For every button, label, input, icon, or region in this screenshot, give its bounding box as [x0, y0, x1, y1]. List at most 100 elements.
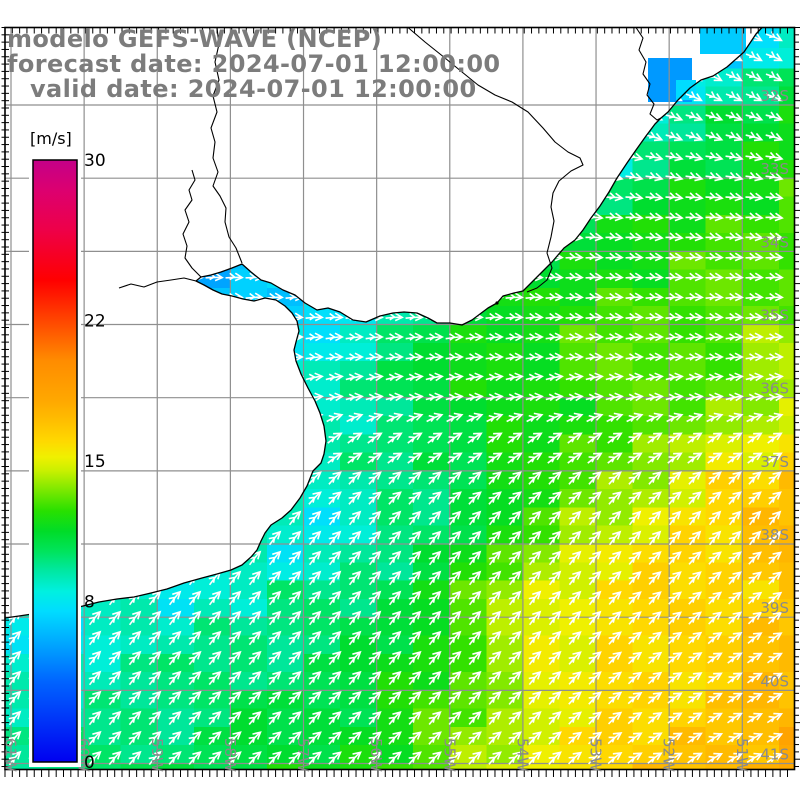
arrow-icon	[687, 631, 703, 645]
arrow-icon	[687, 752, 703, 764]
arrow-icon	[605, 31, 623, 42]
arrow-icon	[245, 352, 264, 362]
arrow-icon	[588, 590, 602, 606]
arrow-icon	[606, 412, 624, 423]
arrow-icon	[388, 510, 402, 526]
arrow-icon	[627, 671, 643, 685]
arrow-icon	[747, 632, 763, 644]
arrow-icon	[428, 471, 442, 485]
arrow-icon	[408, 491, 422, 505]
arrow-icon	[448, 670, 462, 686]
arrow-icon	[8, 550, 22, 566]
arrow-icon	[405, 312, 424, 322]
arrow-icon	[667, 672, 683, 685]
arrow-icon	[588, 610, 602, 626]
arrow-icon	[185, 392, 204, 402]
arrow-icon	[205, 332, 224, 342]
arrow-icon	[746, 712, 764, 724]
arrow-icon	[665, 332, 684, 342]
arrow-icon	[647, 691, 663, 705]
arrow-icon	[565, 212, 584, 222]
arrow-icon	[246, 412, 264, 423]
arrow-icon	[505, 332, 524, 342]
arrow-icon	[508, 711, 522, 726]
arrow-icon	[765, 292, 784, 302]
arrow-icon	[708, 491, 722, 505]
arrow-icon	[687, 672, 703, 685]
arrow-icon	[448, 471, 462, 485]
arrow-icon	[505, 151, 524, 162]
arrow-icon	[208, 710, 222, 726]
arrow-icon	[148, 750, 162, 766]
arrow-icon	[625, 171, 644, 182]
arrow-icon	[268, 610, 282, 626]
arrow-icon	[185, 312, 204, 322]
arrow-icon	[245, 252, 264, 262]
arrow-icon	[325, 392, 344, 402]
arrow-icon	[268, 630, 282, 646]
arrow-icon	[328, 670, 342, 686]
arrow-icon	[325, 151, 344, 162]
arrow-icon	[8, 590, 22, 606]
arrow-icon	[565, 171, 584, 182]
arrow-icon	[8, 750, 22, 766]
arrow-icon	[128, 710, 142, 726]
arrow-icon	[587, 731, 603, 745]
arrow-icon	[605, 131, 624, 142]
arrow-icon	[705, 352, 724, 362]
arrow-icon	[108, 750, 122, 766]
arrow-icon	[285, 392, 304, 402]
arrow-icon	[145, 151, 164, 162]
arrow-icon	[448, 691, 462, 706]
arrow-icon	[328, 530, 342, 546]
arrow-icon	[685, 292, 704, 302]
arrow-icon	[128, 690, 142, 706]
arrow-icon	[168, 650, 182, 666]
arrow-icon	[428, 630, 442, 646]
arrow-icon	[245, 131, 264, 142]
arrow-icon	[565, 192, 584, 202]
arrow-icon	[247, 452, 263, 464]
arrow-icon	[768, 471, 782, 485]
arrow-icon	[168, 751, 182, 766]
arrow-icon	[408, 630, 422, 646]
arrow-icon	[408, 510, 422, 526]
arrow-icon	[568, 691, 582, 705]
arrow-icon	[766, 732, 784, 744]
arrow-icon	[145, 192, 164, 202]
arrow-icon	[688, 611, 702, 625]
arrow-icon	[705, 252, 724, 262]
arrow-icon	[708, 551, 722, 565]
arrow-icon	[688, 591, 702, 605]
arrow-icon	[288, 610, 302, 626]
arrow-icon	[348, 751, 362, 765]
arrow-icon	[488, 731, 502, 745]
arrow-icon	[168, 610, 182, 626]
arrow-icon	[708, 510, 722, 526]
arrow-icon	[386, 412, 404, 423]
arrow-icon	[667, 692, 683, 704]
arrow-icon	[228, 670, 242, 686]
arrow-icon	[627, 732, 643, 744]
arrow-icon	[285, 151, 304, 162]
arrow-icon	[647, 711, 663, 725]
arrow-icon	[268, 670, 282, 686]
arrow-icon	[665, 372, 684, 382]
arrow-icon	[467, 452, 483, 464]
colorbar-gradient	[32, 159, 78, 763]
arrow-icon	[585, 131, 604, 142]
arrow-icon	[108, 491, 122, 505]
arrow-icon	[668, 571, 682, 585]
arrow-icon	[368, 550, 382, 566]
arrow-icon	[688, 571, 702, 585]
arrow-icon	[325, 232, 344, 242]
arrow-icon	[288, 630, 302, 646]
arrow-icon	[768, 571, 782, 585]
arrow-icon	[105, 111, 124, 122]
arrow-icon	[627, 651, 643, 665]
arrow-icon	[505, 292, 524, 302]
arrow-icon	[85, 232, 104, 242]
arrow-icon	[585, 31, 603, 42]
arrow-icon	[485, 192, 504, 202]
arrow-icon	[308, 510, 322, 526]
